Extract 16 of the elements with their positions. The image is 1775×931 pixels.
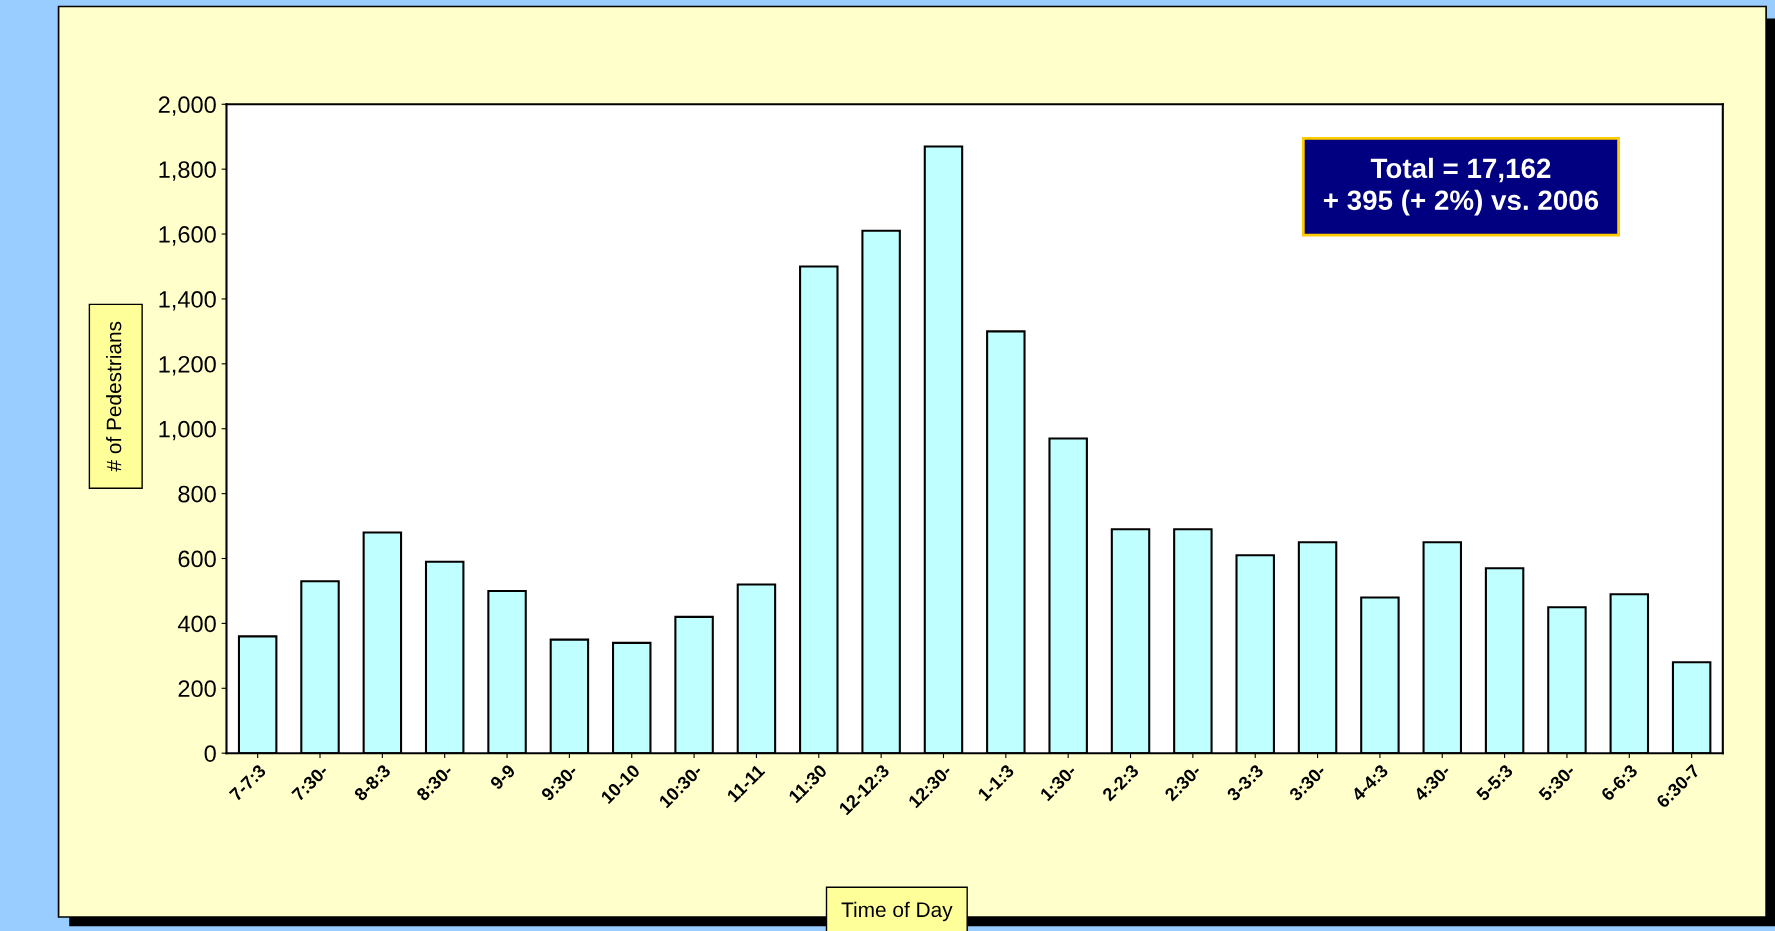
y-tick-label: 200 <box>178 680 216 698</box>
y-tick-label: 1,800 <box>159 161 216 181</box>
annotation: + 395 (+ 2%) vs. 2006 <box>1323 189 1599 216</box>
y-tick-label: 0 <box>204 745 216 762</box>
y-tick-label: 1,600 <box>159 226 216 246</box>
annotation: Total = 17,162 <box>1370 157 1551 183</box>
y-tick-label: 800 <box>178 485 216 503</box>
y-tick-label: 1,200 <box>159 355 216 376</box>
y-tick-label: 2,000 <box>158 96 216 116</box>
y-tick-label: 400 <box>177 615 216 633</box>
x-axis-title: Time of Day <box>841 901 953 922</box>
y-tick-label: 1,400 <box>159 291 216 311</box>
y-axis-title: # of Pedestrians <box>106 321 122 472</box>
y-tick-label: 1,000 <box>159 420 216 441</box>
y-tick-label: 600 <box>178 550 216 568</box>
x-tick-label: 9-9 <box>489 763 516 791</box>
